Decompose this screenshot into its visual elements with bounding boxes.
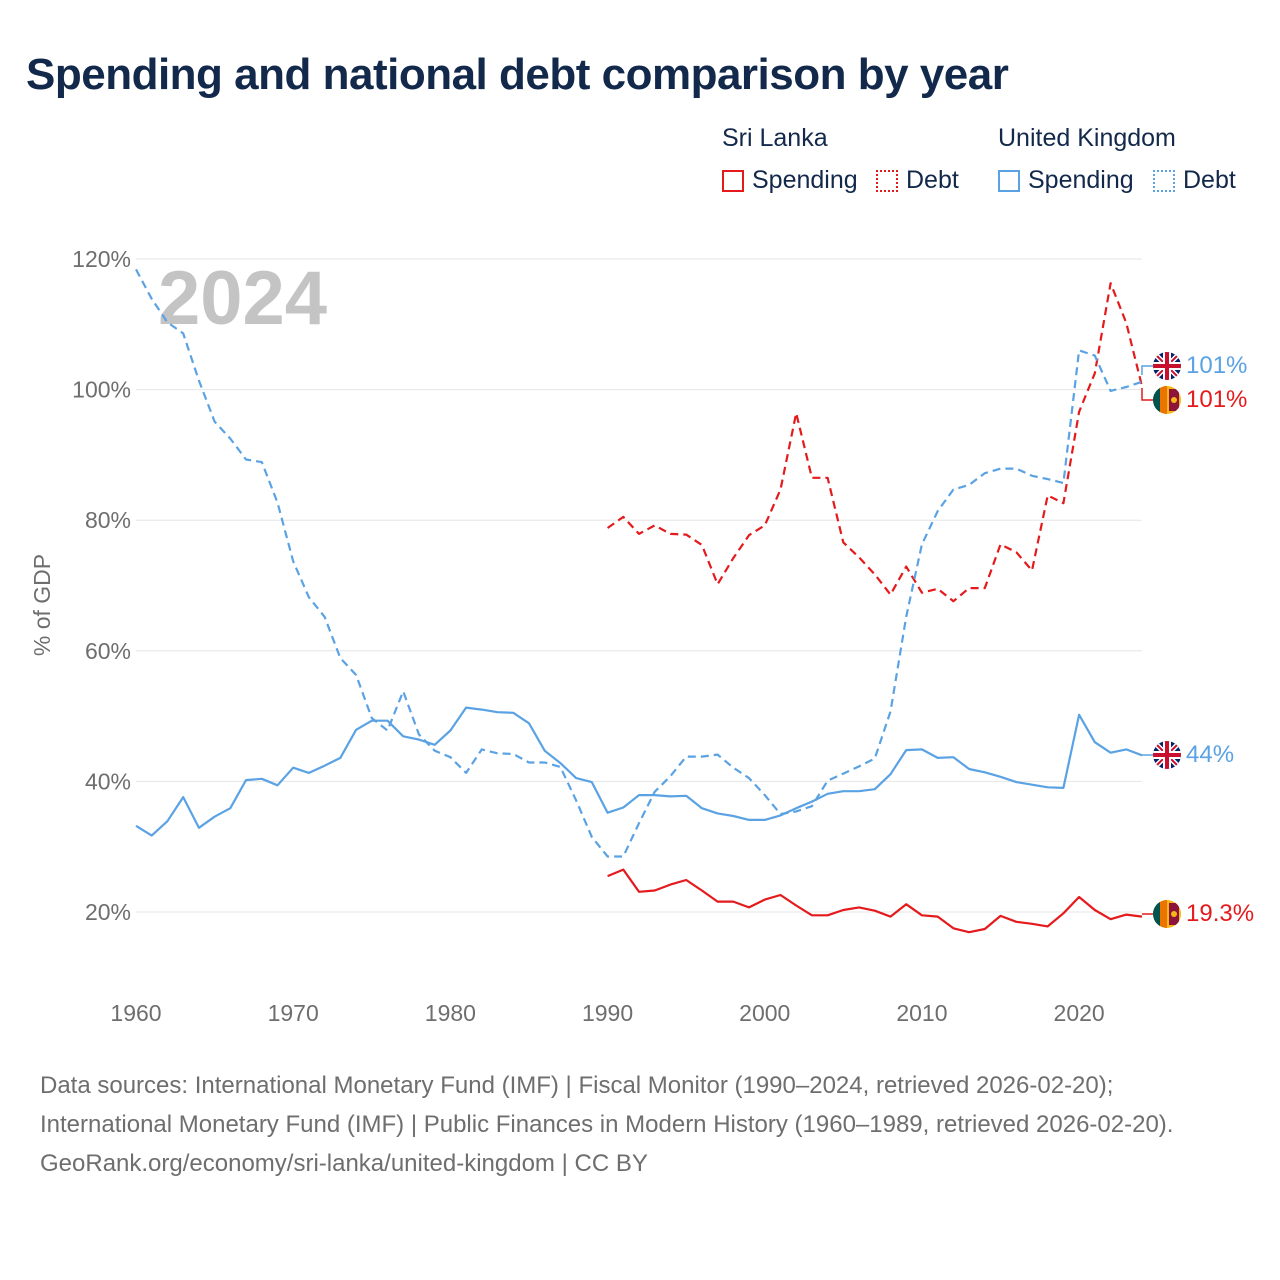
dotted-swatch-icon [876,169,898,192]
sri-lanka-debt-connector [1141,388,1153,401]
year-watermark: 2024 [158,256,327,341]
y-tick-label: 80% [85,507,131,533]
united-kingdom-flag-icon [1153,352,1181,380]
y-tick-label: 60% [85,638,131,664]
x-tick-label: 1960 [110,1000,161,1026]
solid-swatch-icon [998,169,1020,192]
y-axis-label: % of GDP [29,554,55,656]
sri-lanka-spending-end-label: 19.3% [1186,900,1254,927]
legend-united-kingdom-spending[interactable]: Spending [998,166,1134,195]
y-tick-label: 40% [85,768,131,794]
legend-sri-lanka-debt[interactable]: Debt [876,166,959,195]
source-link[interactable]: GeoRank.org/economy/sri-lanka/united-kin… [40,1150,648,1177]
uk-spending-end-label: 44% [1186,741,1234,768]
legend-sri-lanka-label: Sri Lanka [722,124,828,152]
legend-sri-lanka-spending[interactable]: Spending [722,166,858,195]
sri-lanka-debt-end-label: 101% [1186,386,1247,413]
x-tick-label: 2000 [739,1000,790,1026]
sri-lanka-flag-icon [1153,386,1181,414]
y-tick-label: 20% [85,899,131,925]
legend-item-label: Debt [906,166,959,194]
sri-lanka-flag-icon [1153,900,1181,928]
data-sources: Data sources: International Monetary Fun… [40,1072,1174,1138]
uk-debt-end-label: 101% [1186,352,1247,379]
x-tick-label: 1990 [582,1000,633,1026]
line-chart: 2024 % of GDP 20% 40% 60% 80% 100% 120% 1960 19… [29,246,1254,1026]
sri-lanka-spending-line [607,868,1143,934]
uk-debt-connector [1141,365,1153,375]
x-tick-label: 2010 [896,1000,947,1026]
x-tick-label: 1970 [268,1000,319,1026]
united-kingdom-spending-line [135,706,1143,837]
united-kingdom-flag-icon [1153,741,1181,769]
united-kingdom-debt-line [135,268,1143,858]
legend-united-kingdom-debt[interactable]: Debt [1153,166,1236,195]
sri-lanka-debt-line [606,282,1144,603]
chart-title: Spending and national debt comparison by… [26,50,1009,99]
legend-united-kingdom-label: United Kingdom [998,124,1176,152]
footer: Data sources: International Monetary Fun… [40,1066,1240,1183]
y-tick-label: 120% [72,246,131,272]
x-tick-label: 1980 [425,1000,476,1026]
legend-item-label: Spending [1028,166,1134,194]
dotted-swatch-icon [1153,169,1175,192]
x-tick-label: 2020 [1054,1000,1105,1026]
legend-item-label: Debt [1183,166,1236,194]
y-tick-label: 100% [72,377,131,403]
legend-item-label: Spending [752,166,858,194]
solid-swatch-icon [722,169,744,192]
